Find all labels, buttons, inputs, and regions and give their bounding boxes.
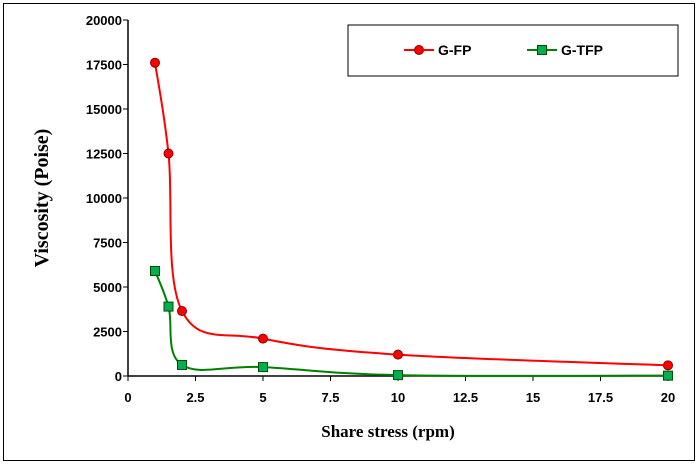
legend-label: G-TFP [561,42,603,58]
x-tick-label: 10 [391,390,405,405]
y-tick-label: 20000 [86,13,122,28]
data-point [393,370,403,381]
series-layer [150,57,673,381]
y-tick-label: 10000 [86,191,122,206]
data-point [163,301,174,312]
legend-marker [414,45,424,55]
data-point [177,359,187,370]
data-point [163,148,174,159]
data-point [663,370,673,381]
legend-item: G-FP [404,42,471,58]
x-tick-label: 2.5 [186,390,204,405]
y-tick-label: 17500 [86,58,122,73]
data-point [258,362,268,373]
series-g-fp [150,57,673,371]
legend-label: G-FP [438,42,471,58]
x-axis-title: Share stress (rpm) [321,422,454,441]
series-line [154,270,669,377]
data-point [258,333,268,344]
y-tick-label: 2500 [93,325,122,340]
x-tick-label: 17.5 [588,390,613,405]
data-point [393,349,403,360]
legend-item: G-TFP [527,42,603,58]
data-point [150,57,160,68]
y-tick-label: 0 [115,369,122,384]
y-tick-label: 12500 [86,147,122,162]
data-point [663,360,673,371]
x-tick-label: 0 [124,390,131,405]
y-tick-label: 5000 [93,280,122,295]
legend-marker [537,45,547,55]
y-tick-label: 15000 [86,102,122,117]
x-tick-label: 5 [259,390,266,405]
legend: G-FP G-TFP [347,24,679,77]
x-tick-label: 15 [526,390,540,405]
data-point [177,306,187,317]
x-tick-label: 7.5 [321,390,339,405]
y-axis-title: Viscosity (Poise) [31,129,53,268]
legend-box [347,24,679,77]
y-tick-label: 7500 [93,236,122,251]
series-g-tfp [150,265,673,381]
x-tick-label: 20 [661,390,675,405]
data-point [150,265,160,276]
series-line [154,62,669,367]
x-tick-label: 12.5 [453,390,478,405]
chart-frame [3,3,695,461]
